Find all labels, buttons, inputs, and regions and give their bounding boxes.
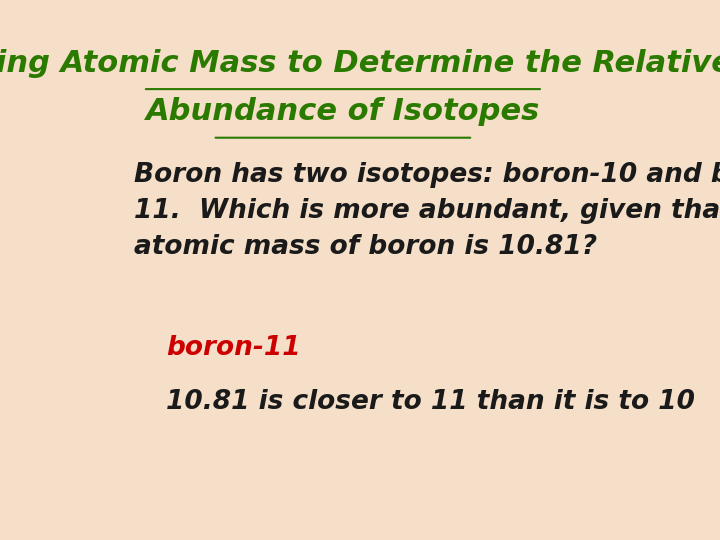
Text: Using Atomic Mass to Determine the Relative: Using Atomic Mass to Determine the Relat…	[0, 49, 720, 78]
Text: 10.81 is closer to 11 than it is to 10: 10.81 is closer to 11 than it is to 10	[166, 389, 696, 415]
Text: boron-11: boron-11	[166, 335, 301, 361]
Text: Abundance of Isotopes: Abundance of Isotopes	[145, 97, 540, 126]
Text: Boron has two isotopes: boron-10 and boron-
11.  Which is more abundant, given t: Boron has two isotopes: boron-10 and bor…	[134, 162, 720, 260]
